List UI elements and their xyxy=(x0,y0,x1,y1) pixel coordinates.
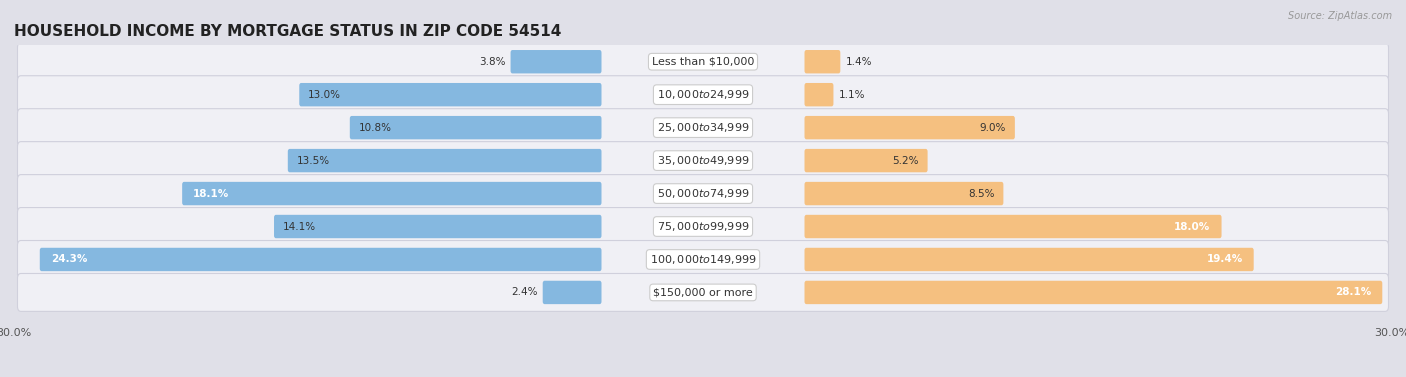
FancyBboxPatch shape xyxy=(274,215,602,238)
FancyBboxPatch shape xyxy=(17,142,1389,179)
FancyBboxPatch shape xyxy=(299,83,602,106)
Text: $50,000 to $74,999: $50,000 to $74,999 xyxy=(657,187,749,200)
FancyBboxPatch shape xyxy=(804,215,1222,238)
Text: 2.4%: 2.4% xyxy=(512,287,537,297)
FancyBboxPatch shape xyxy=(804,182,1004,205)
Text: 10.8%: 10.8% xyxy=(359,123,391,133)
Text: Source: ZipAtlas.com: Source: ZipAtlas.com xyxy=(1288,11,1392,21)
Text: 13.5%: 13.5% xyxy=(297,156,329,166)
FancyBboxPatch shape xyxy=(804,116,1015,139)
Text: 9.0%: 9.0% xyxy=(980,123,1007,133)
Text: 8.5%: 8.5% xyxy=(969,188,994,199)
FancyBboxPatch shape xyxy=(17,109,1389,147)
Text: $35,000 to $49,999: $35,000 to $49,999 xyxy=(657,154,749,167)
FancyBboxPatch shape xyxy=(804,149,928,172)
FancyBboxPatch shape xyxy=(804,281,1382,304)
Text: 3.8%: 3.8% xyxy=(479,57,506,67)
Text: HOUSEHOLD INCOME BY MORTGAGE STATUS IN ZIP CODE 54514: HOUSEHOLD INCOME BY MORTGAGE STATUS IN Z… xyxy=(14,24,561,39)
FancyBboxPatch shape xyxy=(804,248,1254,271)
Text: $75,000 to $99,999: $75,000 to $99,999 xyxy=(657,220,749,233)
FancyBboxPatch shape xyxy=(804,50,841,74)
Text: 18.0%: 18.0% xyxy=(1174,222,1211,231)
Text: $100,000 to $149,999: $100,000 to $149,999 xyxy=(650,253,756,266)
FancyBboxPatch shape xyxy=(17,76,1389,113)
FancyBboxPatch shape xyxy=(288,149,602,172)
Text: $150,000 or more: $150,000 or more xyxy=(654,287,752,297)
FancyBboxPatch shape xyxy=(804,83,834,106)
FancyBboxPatch shape xyxy=(39,248,602,271)
Text: 5.2%: 5.2% xyxy=(893,156,920,166)
Text: 13.0%: 13.0% xyxy=(308,90,342,100)
FancyBboxPatch shape xyxy=(17,273,1389,311)
Text: 1.1%: 1.1% xyxy=(838,90,865,100)
Text: 19.4%: 19.4% xyxy=(1206,254,1243,265)
Text: Less than $10,000: Less than $10,000 xyxy=(652,57,754,67)
FancyBboxPatch shape xyxy=(17,43,1389,81)
Text: 1.4%: 1.4% xyxy=(845,57,872,67)
Text: $25,000 to $34,999: $25,000 to $34,999 xyxy=(657,121,749,134)
FancyBboxPatch shape xyxy=(510,50,602,74)
Text: 18.1%: 18.1% xyxy=(193,188,229,199)
Text: $10,000 to $24,999: $10,000 to $24,999 xyxy=(657,88,749,101)
FancyBboxPatch shape xyxy=(183,182,602,205)
Text: 28.1%: 28.1% xyxy=(1336,287,1371,297)
Text: 14.1%: 14.1% xyxy=(283,222,316,231)
Text: 24.3%: 24.3% xyxy=(51,254,87,265)
FancyBboxPatch shape xyxy=(543,281,602,304)
FancyBboxPatch shape xyxy=(17,208,1389,245)
FancyBboxPatch shape xyxy=(350,116,602,139)
FancyBboxPatch shape xyxy=(17,241,1389,279)
FancyBboxPatch shape xyxy=(17,175,1389,213)
